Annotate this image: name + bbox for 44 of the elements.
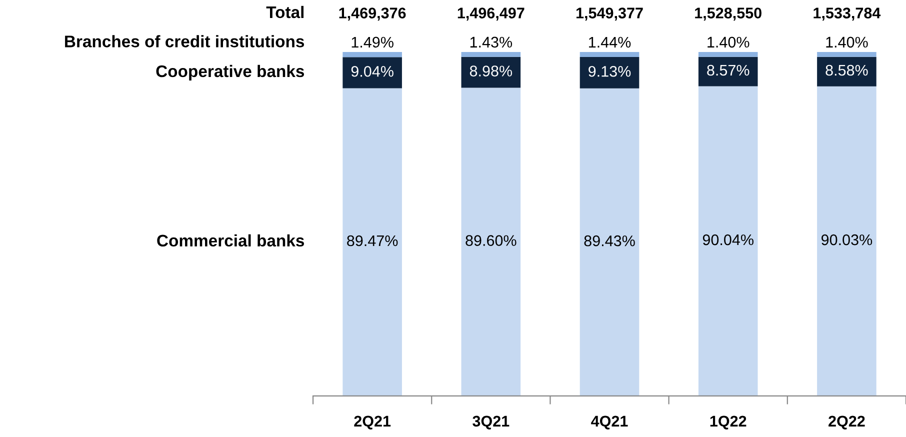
bar: [698, 56, 758, 86]
bar: [461, 56, 521, 88]
bar: [817, 56, 876, 86]
x-tick-label: 4Q21: [591, 416, 628, 430]
data-label: 9.13%: [588, 66, 631, 77]
bar: [580, 56, 640, 88]
text: Branches of credit institutions: [65, 35, 304, 48]
annotation: 1,528,550: [695, 8, 762, 21]
x-tick-label: 2Q21: [354, 416, 391, 430]
bar: [461, 52, 521, 57]
x-tick-label: 1Q22: [710, 416, 746, 430]
data-label: 9.04%: [351, 66, 394, 77]
text: Commercial banks: [157, 234, 304, 247]
data-label: 89.43%: [584, 235, 635, 246]
data-label: 89.60%: [466, 235, 516, 246]
bar: [342, 88, 402, 396]
data-label: 1.40%: [826, 36, 868, 48]
bar: [461, 88, 521, 396]
data-label: 90.04%: [702, 234, 754, 246]
annotation: 1,533,784: [814, 8, 881, 21]
bar: [580, 52, 640, 57]
bar: [580, 88, 640, 396]
bar: [817, 86, 876, 396]
data-label: 1.43%: [470, 36, 512, 48]
data-label: 89.47%: [347, 235, 398, 246]
text: Total: [266, 6, 304, 18]
text: Cooperative banks: [156, 64, 304, 80]
bar: [817, 52, 876, 57]
data-label: 1.44%: [589, 36, 631, 48]
x-tick-label: 3Q21: [472, 416, 510, 430]
data-label: 8.57%: [707, 64, 750, 76]
bar: [342, 57, 402, 88]
x-tick-label: 2Q22: [828, 416, 865, 430]
data-label: 1.40%: [708, 36, 750, 48]
bar: [698, 52, 758, 57]
data-label: 8.98%: [470, 66, 512, 76]
data-label: 90.03%: [822, 234, 872, 246]
annotation: 1,549,377: [576, 8, 643, 21]
annotation: 1,469,376: [339, 8, 406, 21]
annotation: 1,496,497: [458, 8, 524, 21]
data-label: 1.49%: [352, 36, 394, 48]
bar: [342, 52, 402, 58]
data-label: 8.58%: [826, 64, 868, 76]
bar: [698, 86, 758, 396]
